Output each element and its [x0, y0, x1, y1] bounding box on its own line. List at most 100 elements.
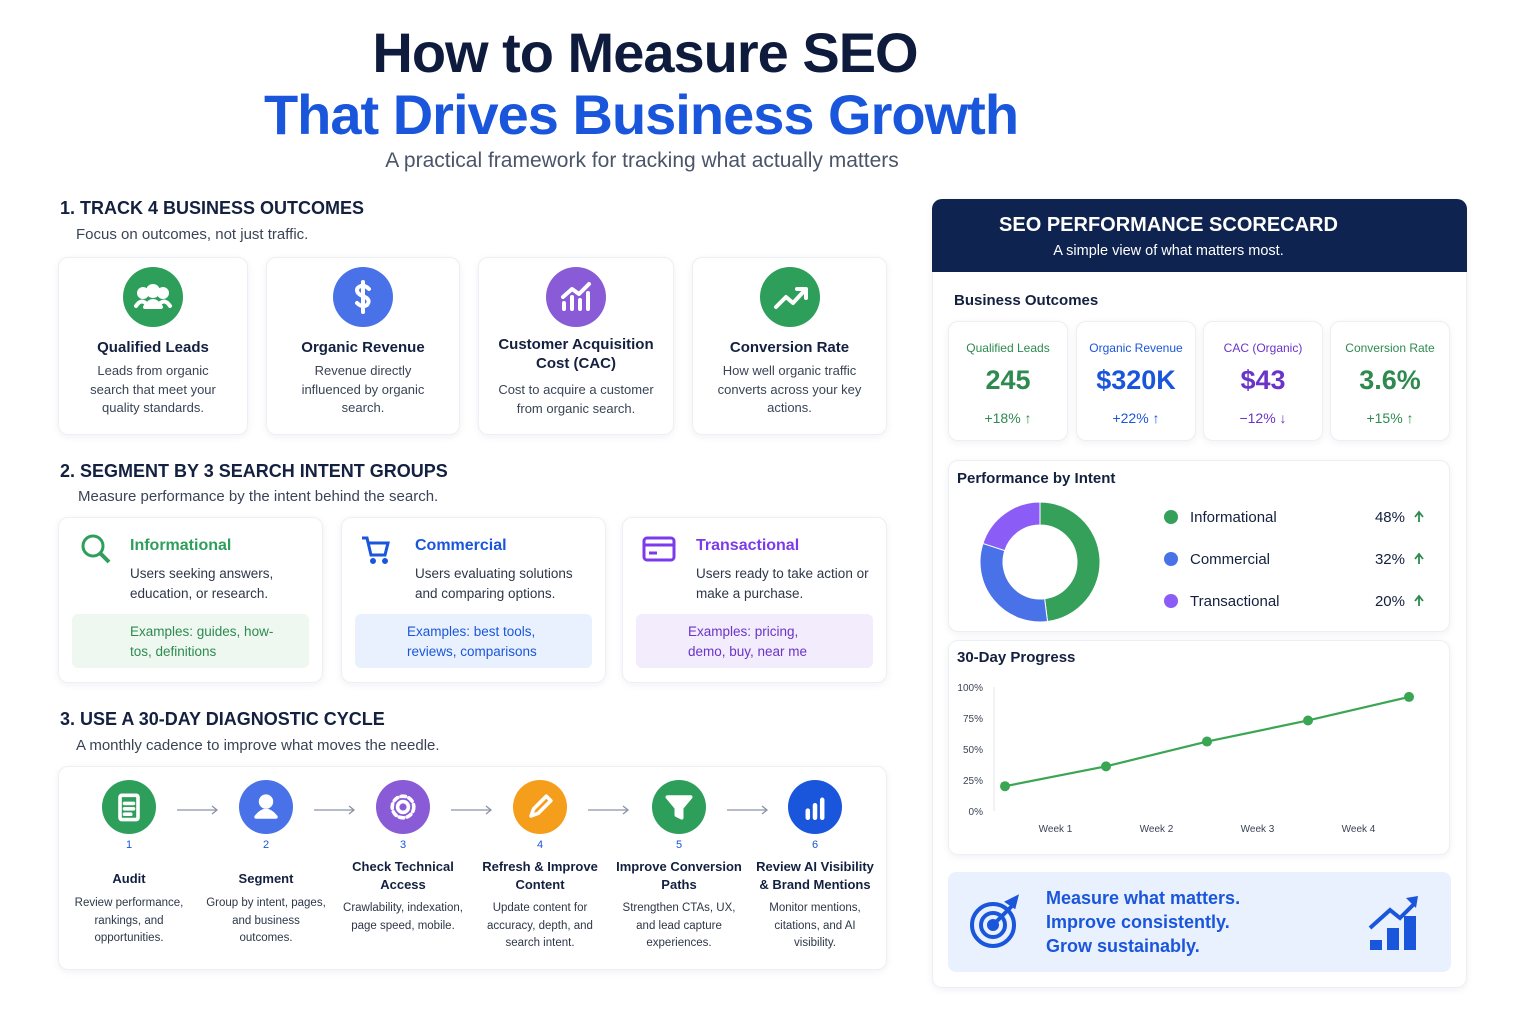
- step-title: Audit: [112, 871, 146, 886]
- kpi-card: Organic Revenue $320K +22% ↑: [1076, 321, 1196, 441]
- step-icon: [376, 780, 430, 834]
- outcome-icon: [333, 267, 393, 327]
- icon-glyph: [118, 793, 140, 822]
- kpi-label: Qualified Leads: [966, 341, 1050, 355]
- icon-glyph: [665, 795, 693, 820]
- intent-text: Users seeking answers, education, or res…: [130, 566, 274, 601]
- intent-examples: Examples: pricing, demo, buy, near me: [688, 624, 808, 659]
- intent-text: Users ready to take action or make a pur…: [696, 566, 869, 601]
- section-subheading: Measure performance by the intent behind…: [78, 488, 439, 505]
- title-line-1: How to Measure SEO: [372, 21, 918, 84]
- intent-title: Transactional: [696, 537, 800, 554]
- outcome-icon: [546, 267, 606, 327]
- chart-title: Performance by Intent: [957, 470, 1116, 487]
- kpi-card: Conversion Rate 3.6% +15% ↑: [1330, 321, 1450, 441]
- intent-examples-box: Examples: pricing, demo, buy, near me: [636, 614, 873, 668]
- step-text: Crawlability, indexation, page speed, mo…: [343, 902, 463, 932]
- icon-glyph: [529, 794, 553, 818]
- step-number: 6: [811, 839, 819, 851]
- kpi-value: 3.6%: [1359, 365, 1421, 395]
- kpi-change: +18% ↑: [984, 410, 1032, 426]
- section-heading: 1. TRACK 4 BUSINESS OUTCOMES: [60, 198, 365, 218]
- intent-text: Users evaluating solutions and comparing…: [415, 566, 573, 601]
- chart-title: 30-Day Progress: [957, 649, 1076, 666]
- outcome-card: Customer Acquisition Cost (CAC) Cost to a…: [478, 257, 674, 435]
- icon-glyph: [134, 284, 172, 309]
- kpi-card: CAC (Organic) $43 −12% ↓: [1203, 321, 1323, 441]
- intent-card: Commercial Users evaluating solutions and…: [341, 517, 606, 683]
- outcome-title: Organic Revenue: [301, 339, 425, 356]
- step-number: 1: [125, 839, 133, 851]
- subtitle: A practical framework for tracking what …: [385, 149, 899, 172]
- icon-glyph: [561, 282, 591, 311]
- banner-line: Grow sustainably.: [1046, 936, 1200, 956]
- outcome-text: How well organic traffic converts across…: [717, 363, 862, 415]
- step-icon: [652, 780, 706, 834]
- outcome-title: Conversion Rate: [729, 339, 850, 356]
- outcome-title: Customer Acquisition Cost (CAC): [498, 336, 654, 372]
- step-number: 4: [536, 839, 544, 851]
- kpi-label: CAC (Organic): [1223, 341, 1303, 355]
- intent-examples: Examples: guides, how-tos, definitions: [130, 624, 274, 659]
- banner-line: Measure what matters.: [1046, 888, 1241, 908]
- outcome-icon: [759, 267, 820, 327]
- step-text: Update content for accuracy, depth, and …: [487, 902, 593, 949]
- intent-title: Informational: [130, 537, 232, 554]
- cycle-panel: [58, 766, 887, 970]
- intent-examples-box: Examples: guides, how-tos, definitions: [72, 614, 309, 668]
- step-title: Refresh & Improve Content: [482, 859, 598, 892]
- step-number: 3: [399, 839, 407, 851]
- intent-card: Informational Users seeking answers, educ…: [58, 517, 323, 683]
- step-title: Improve Conversion Paths: [616, 859, 742, 892]
- outcome-text: Cost to acquire a customer from organic …: [498, 382, 654, 416]
- step-icon: [239, 780, 293, 834]
- scorecard-title: SEO PERFORMANCE SCORECARD: [999, 214, 1338, 236]
- step-icon: [102, 780, 156, 834]
- progress-panel: [948, 640, 1450, 855]
- scorecard-outcomes-heading: Business Outcomes: [954, 292, 1099, 309]
- kpi-label: Organic Revenue: [1089, 341, 1183, 355]
- outcome-text: Leads from organic search that meet your…: [90, 363, 216, 415]
- outcome-title: Qualified Leads: [97, 339, 209, 356]
- kpi-card: Qualified Leads 245 +18% ↑: [948, 321, 1068, 441]
- kpi-value: 245: [985, 365, 1031, 395]
- section-subheading: Focus on outcomes, not just traffic.: [76, 226, 309, 243]
- icon-glyph: [254, 794, 278, 819]
- icon-glyph: [773, 287, 808, 309]
- step-text: Monitor mentions, citations, and AI visi…: [769, 902, 861, 949]
- scorecard-header: [932, 199, 1467, 272]
- outcome-text: Revenue directly influenced by organic s…: [301, 363, 425, 415]
- kpi-label: Conversion Rate: [1345, 341, 1435, 355]
- step-title: Check Technical Access: [352, 859, 454, 892]
- step-title: Segment: [238, 871, 294, 886]
- intent-examples-box: Examples: best tools, reviews, compariso…: [355, 614, 592, 668]
- banner: [948, 872, 1451, 972]
- kpi-change: +15% ↑: [1366, 410, 1414, 426]
- step-title: Review AI Visibility & Brand Mentions: [756, 859, 874, 892]
- step-icon: [788, 780, 842, 834]
- intent-examples: Examples: best tools, reviews, compariso…: [407, 624, 537, 659]
- icon-glyph: [805, 797, 825, 821]
- step-text: Strengthen CTAs, UX, and lead capture ex…: [622, 902, 736, 949]
- outcome-icon: [123, 267, 183, 327]
- step-icon: [513, 780, 567, 834]
- section-heading: 2. SEGMENT BY 3 SEARCH INTENT GROUPS: [60, 461, 448, 481]
- intent-title: Commercial: [415, 537, 507, 554]
- title-line-2: That Drives Business Growth: [263, 83, 1019, 146]
- step-text: Group by intent, pages, and business out…: [206, 897, 326, 944]
- intent-card: Transactional Users ready to take action …: [622, 517, 887, 683]
- kpi-value: $320K: [1096, 365, 1176, 395]
- step-text: Review performance, rankings, and opport…: [74, 897, 184, 944]
- scorecard-subtitle: A simple view of what matters most.: [1053, 243, 1284, 259]
- icon-glyph: [355, 280, 371, 314]
- section-heading: 3. USE A 30-DAY DIAGNOSTIC CYCLE: [60, 709, 385, 729]
- section-subheading: A monthly cadence to improve what moves …: [76, 737, 440, 754]
- step-number: 5: [675, 839, 683, 851]
- kpi-change: +22% ↑: [1112, 410, 1160, 426]
- icon-glyph: [390, 794, 416, 820]
- kpi-value: $43: [1240, 365, 1286, 395]
- banner-line: Improve consistently.: [1046, 912, 1230, 932]
- step-number: 2: [262, 839, 270, 851]
- kpi-change: −12% ↓: [1239, 410, 1287, 426]
